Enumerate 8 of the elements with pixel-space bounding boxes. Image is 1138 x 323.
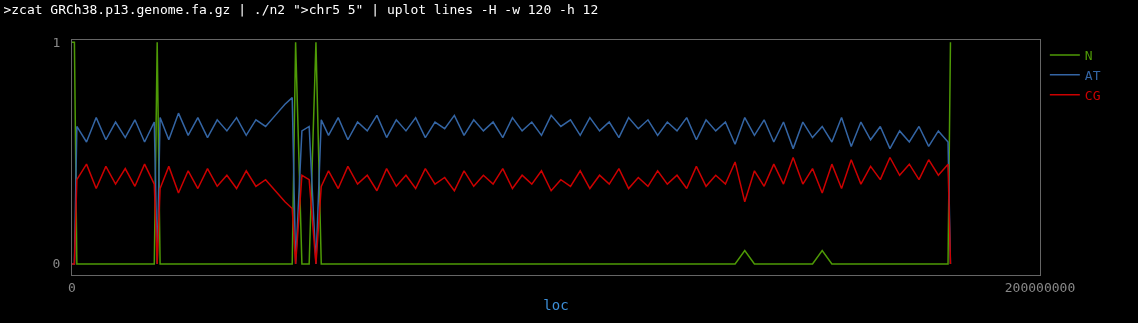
chart-title: >zcat GRCh38.p13.genome.fa.gz | ./n2 ">chr5 5" | uplot lines -H -w 120 -h 12 <box>3 1 599 17</box>
x-axis-title: loc <box>543 296 569 313</box>
legend-label: AT <box>1084 67 1101 83</box>
legend-label: N <box>1084 48 1093 64</box>
legend-label: CG <box>1084 87 1101 103</box>
line-series <box>72 156 952 265</box>
x-tick-label: 200000000 <box>1004 279 1076 295</box>
y-tick-label: 1 <box>52 34 61 50</box>
